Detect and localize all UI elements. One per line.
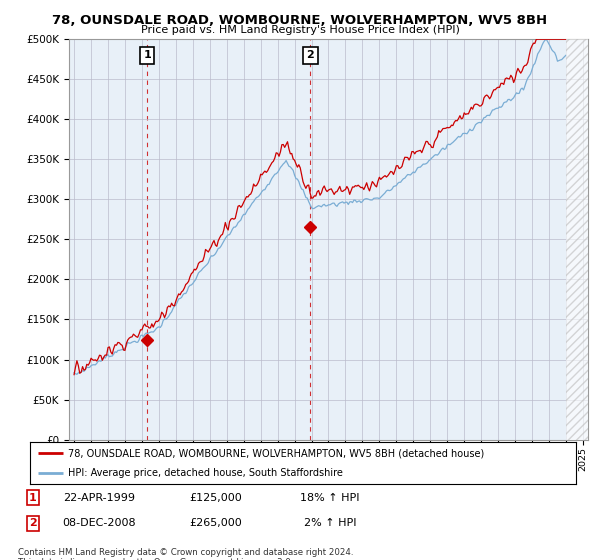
Text: 22-APR-1999: 22-APR-1999 <box>63 493 135 503</box>
Text: 78, OUNSDALE ROAD, WOMBOURNE, WOLVERHAMPTON, WV5 8BH (detached house): 78, OUNSDALE ROAD, WOMBOURNE, WOLVERHAMP… <box>68 449 484 458</box>
Text: £125,000: £125,000 <box>190 493 242 503</box>
Text: Price paid vs. HM Land Registry's House Price Index (HPI): Price paid vs. HM Land Registry's House … <box>140 25 460 35</box>
Text: 1: 1 <box>143 50 151 60</box>
Text: 18% ↑ HPI: 18% ↑ HPI <box>300 493 360 503</box>
Text: £265,000: £265,000 <box>190 518 242 528</box>
Text: 78, OUNSDALE ROAD, WOMBOURNE, WOLVERHAMPTON, WV5 8BH: 78, OUNSDALE ROAD, WOMBOURNE, WOLVERHAMP… <box>52 14 548 27</box>
Text: Contains HM Land Registry data © Crown copyright and database right 2024.
This d: Contains HM Land Registry data © Crown c… <box>18 548 353 560</box>
Text: 1: 1 <box>29 493 37 503</box>
Text: 2: 2 <box>307 50 314 60</box>
Text: 2: 2 <box>29 518 37 528</box>
Text: HPI: Average price, detached house, South Staffordshire: HPI: Average price, detached house, Sout… <box>68 469 343 478</box>
Text: 2% ↑ HPI: 2% ↑ HPI <box>304 518 356 528</box>
Bar <box>566 39 588 440</box>
Text: 08-DEC-2008: 08-DEC-2008 <box>62 518 136 528</box>
